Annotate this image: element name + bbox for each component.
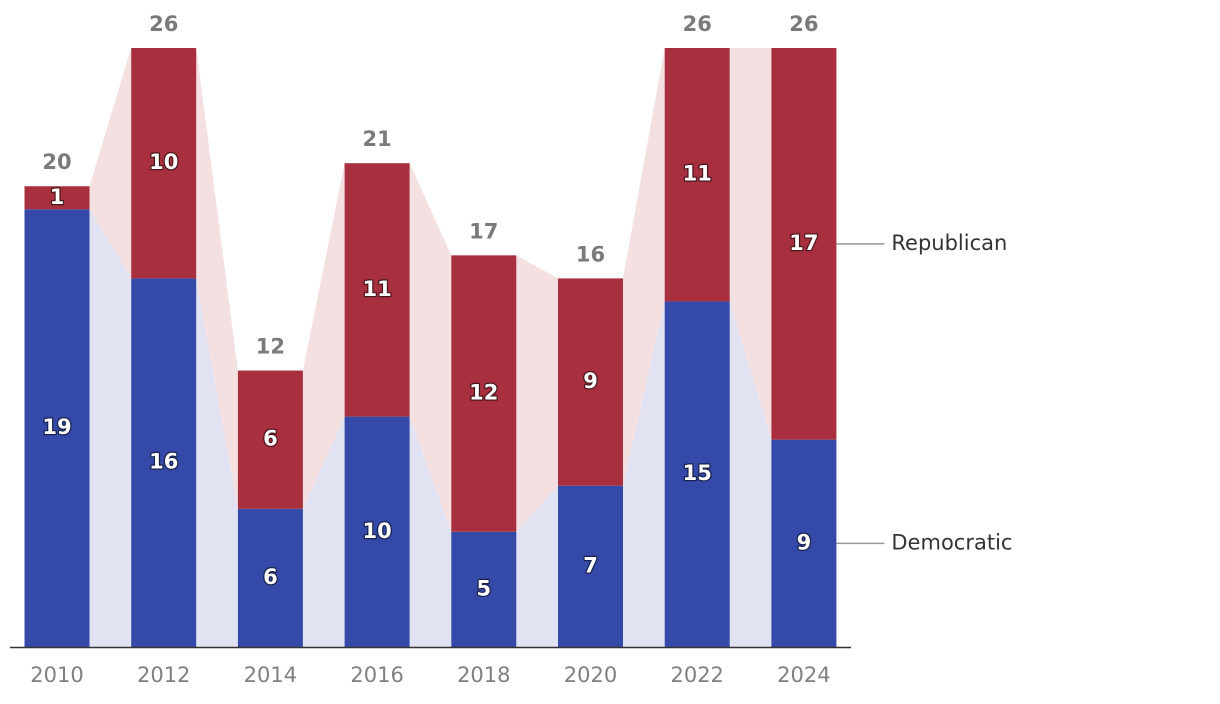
x-tick-2016: 2016: [350, 663, 403, 687]
x-tick-2024: 2024: [777, 663, 830, 687]
democratic-connector-band: [729, 301, 772, 647]
legend-label-democratic: Democratic: [891, 530, 1012, 554]
x-tick-2022: 2022: [670, 663, 723, 687]
x-tick-2014: 2014: [244, 663, 297, 687]
label-republican-2022: 11: [683, 162, 712, 186]
label-democratic-2022: 15: [683, 461, 712, 485]
democratic-connector-band: [409, 416, 452, 647]
republican-connector-band: [89, 48, 132, 279]
republican-connector-band: [516, 255, 558, 532]
label-republican-2010: 1: [50, 185, 65, 209]
democratic-connector-band: [302, 416, 345, 647]
label-republican-2024: 17: [789, 231, 818, 255]
bar-republican-2022: [664, 48, 730, 302]
label-total-2022: 26: [683, 12, 712, 36]
label-group: 19 1 20 16 10 26 6 6 12 10 11 21 5 12 17 7 9 16 15 11 26 9 17 2…: [41, 12, 820, 602]
label-total-2024: 26: [789, 12, 818, 36]
label-total-2012: 26: [149, 12, 178, 36]
bar-democratic-2018: [451, 531, 517, 647]
republican-connector-band: [302, 163, 345, 509]
democratic-connector-band: [196, 278, 238, 647]
legend: Republican Democratic: [836, 231, 1012, 554]
label-total-2014: 12: [256, 335, 285, 359]
x-tick-2020: 2020: [564, 663, 617, 687]
label-democratic-2024: 9: [797, 530, 812, 554]
bar-group: [24, 48, 837, 647]
bar-democratic-2024: [771, 439, 837, 647]
legend-label-republican: Republican: [891, 231, 1007, 255]
label-democratic-2014: 6: [263, 565, 278, 589]
x-tick-2010: 2010: [30, 663, 83, 687]
label-republican-2018: 12: [469, 381, 498, 405]
democratic-connector-band: [623, 301, 665, 647]
x-axis: 2010 2012 2014 2016 2018 2020 2022 2024: [10, 646, 851, 687]
connector-bands: [89, 48, 772, 647]
label-democratic-2020: 7: [583, 553, 598, 577]
label-democratic-2010: 19: [42, 415, 71, 439]
bar-republican-2024: [771, 48, 837, 440]
label-total-2016: 21: [362, 127, 391, 151]
democratic-connector-band: [89, 209, 132, 647]
bar-republican-2012: [131, 48, 197, 279]
bar-republican-2010: [24, 186, 90, 210]
x-tick-2012: 2012: [137, 663, 190, 687]
label-total-2020: 16: [576, 242, 605, 266]
republican-connector-band: [409, 163, 452, 532]
bar-republican-2014: [237, 370, 303, 509]
label-republican-2012: 10: [149, 150, 178, 174]
bar-democratic-2010: [24, 209, 90, 647]
label-republican-2014: 6: [263, 427, 278, 451]
bar-democratic-2016: [344, 416, 410, 647]
label-democratic-2012: 16: [149, 450, 178, 474]
democratic-connector-band: [516, 485, 558, 647]
x-tick-2018: 2018: [457, 663, 510, 687]
label-total-2018: 17: [469, 219, 498, 243]
label-republican-2020: 9: [583, 369, 598, 393]
bar-republican-2016: [344, 163, 410, 417]
label-democratic-2018: 5: [476, 576, 491, 600]
bar-republican-2018: [451, 255, 517, 532]
bar-democratic-2020: [558, 485, 623, 647]
republican-connector-band: [623, 48, 665, 486]
label-total-2010: 20: [42, 150, 71, 174]
republican-connector-band: [729, 48, 772, 440]
bar-democratic-2012: [131, 278, 197, 647]
bar-democratic-2014: [237, 508, 303, 647]
label-republican-2016: 11: [362, 277, 391, 301]
republican-connector-band: [196, 48, 238, 509]
label-democratic-2016: 10: [362, 519, 391, 543]
bar-republican-2020: [558, 278, 623, 486]
bar-democratic-2022: [664, 301, 730, 647]
